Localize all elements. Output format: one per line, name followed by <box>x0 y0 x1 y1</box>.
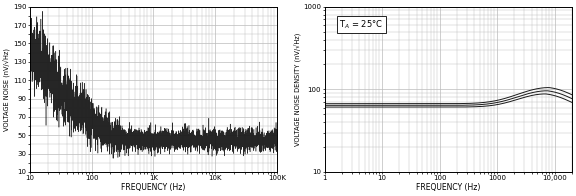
Text: T$_A$ = 25°C: T$_A$ = 25°C <box>339 18 384 31</box>
X-axis label: FREQUENCY (Hz): FREQUENCY (Hz) <box>416 183 480 192</box>
X-axis label: FREQUENCY (Hz): FREQUENCY (Hz) <box>122 183 185 192</box>
Y-axis label: VOLTAGE NOISE (nV/√Hz): VOLTAGE NOISE (nV/√Hz) <box>4 48 12 131</box>
Y-axis label: VOLTAGE NOISE DENSITY (nV/√Hz): VOLTAGE NOISE DENSITY (nV/√Hz) <box>294 33 302 146</box>
